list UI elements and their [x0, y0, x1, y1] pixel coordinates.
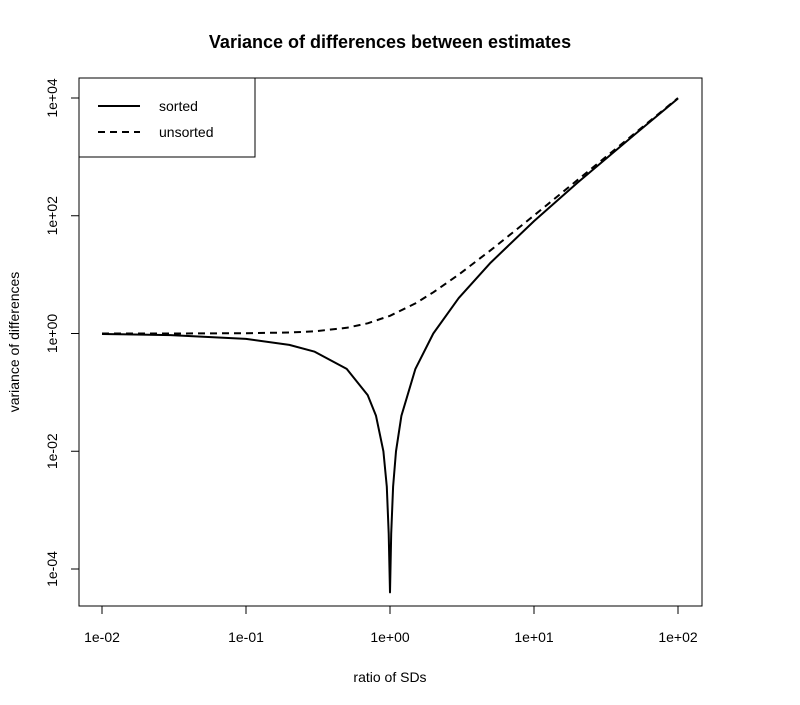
legend-label-sorted: sorted [159, 98, 198, 114]
x-tick-label: 1e+00 [370, 629, 410, 645]
x-axis-label: ratio of SDs [353, 669, 426, 685]
y-axis-label: variance of differences [6, 272, 22, 413]
series-layer [101, 97, 679, 594]
series-line-sorted [101, 97, 679, 594]
y-tick-label: 1e+00 [44, 314, 60, 354]
y-tick-label: 1e-04 [44, 551, 60, 587]
series-line-unsorted [102, 97, 679, 335]
y-axis: 1e-04 1e-02 1e+00 1e+02 1e+04 [44, 78, 79, 587]
x-tick-label: 1e-01 [228, 629, 264, 645]
y-tick-label: 1e+04 [44, 78, 60, 118]
chart-title: Variance of differences between estimate… [209, 32, 571, 52]
y-tick-label: 1e+02 [44, 196, 60, 236]
x-tick-label: 1e+01 [514, 629, 554, 645]
x-axis: 1e-02 1e-01 1e+00 1e+01 1e+02 [84, 606, 698, 645]
y-tick-label: 1e-02 [44, 433, 60, 469]
legend: sorted unsorted [78, 77, 256, 158]
legend-label-unsorted: unsorted [159, 124, 213, 140]
x-tick-label: 1e-02 [84, 629, 120, 645]
legend-box [78, 77, 256, 158]
x-tick-label: 1e+02 [658, 629, 698, 645]
